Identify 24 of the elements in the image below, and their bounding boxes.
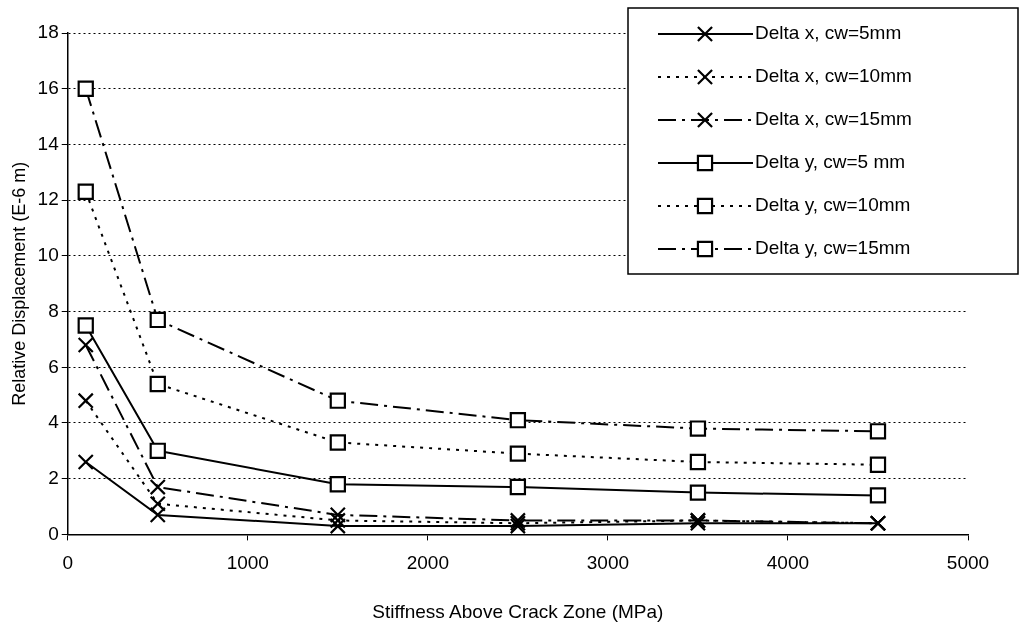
legend-label: Delta y, cw=10mm — [755, 194, 911, 216]
x-tick-label: 3000 — [586, 552, 630, 574]
x-tick-label: 5000 — [946, 552, 990, 574]
legend-label: Delta x, cw=5mm — [755, 22, 902, 44]
x-tick-label: 0 — [62, 552, 74, 574]
y-tick-label: 18 — [37, 21, 59, 43]
legend-label: Delta y, cw=5 mm — [755, 151, 906, 173]
y-tick-label: 4 — [48, 411, 60, 433]
x-axis-title: Stiffness Above Crack Zone (MPa) — [372, 600, 664, 622]
y-tick-label: 6 — [48, 355, 59, 377]
y-tick-label: 14 — [37, 132, 60, 154]
legend-label: Delta x, cw=10mm — [755, 65, 912, 87]
y-tick-label: 0 — [48, 522, 59, 544]
y-tick-label: 8 — [48, 299, 59, 321]
y-tick-label: 12 — [37, 188, 59, 210]
legend-label: Delta x, cw=15mm — [755, 108, 912, 130]
y-tick-label: 2 — [48, 466, 59, 488]
y-axis-title: Relative Displacement (E-6 m) — [8, 161, 29, 406]
x-tick-label: 1000 — [226, 552, 269, 574]
y-tick-label: 16 — [37, 76, 59, 98]
x-tick-label: 4000 — [766, 552, 810, 574]
legend-label: Delta y, cw=15mm — [755, 237, 911, 259]
y-tick-label: 10 — [37, 244, 59, 266]
x-tick-label: 2000 — [406, 552, 449, 574]
